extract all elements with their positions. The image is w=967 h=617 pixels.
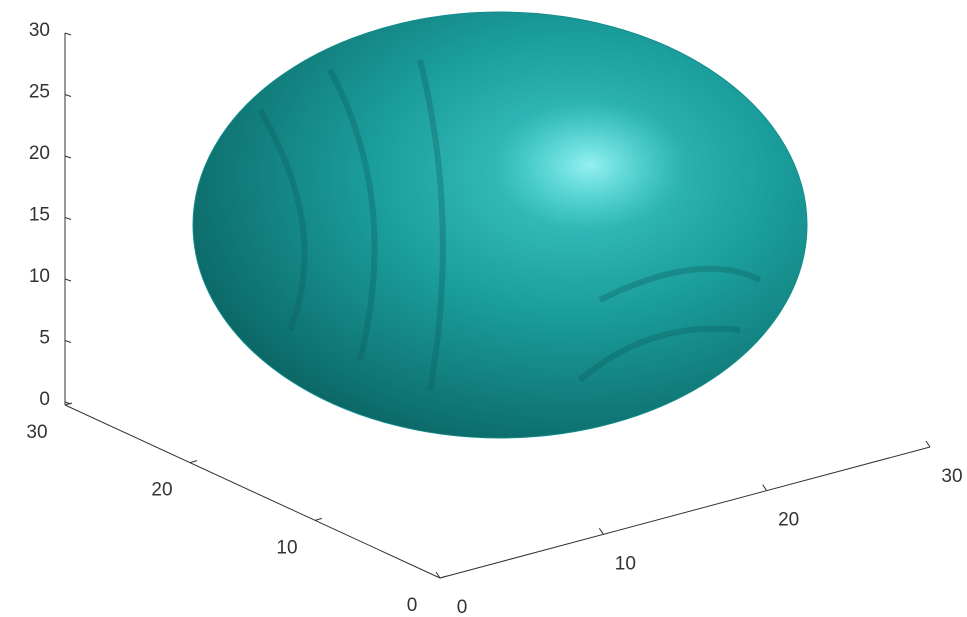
y-tick-label: 30 <box>26 422 47 443</box>
z-tick-label: 15 <box>29 205 50 226</box>
z-tick <box>64 217 72 220</box>
z-tick <box>64 32 72 36</box>
z-tick-label: 30 <box>29 20 50 41</box>
z-tick-label: 10 <box>29 266 50 287</box>
z-tick-label: 20 <box>29 143 50 164</box>
axes: 0 10 20 30 0 10 20 30 0 5 10 15 20 25 30 <box>26 20 962 617</box>
x-tick <box>598 528 604 535</box>
z-tick <box>64 155 72 159</box>
x-tick-label: 10 <box>615 553 636 574</box>
z-tick-label: 25 <box>29 82 50 103</box>
y-tick <box>439 575 448 579</box>
z-tick <box>64 94 72 97</box>
y-tick <box>189 460 198 464</box>
y-axis <box>64 404 441 579</box>
z-tick <box>64 340 72 343</box>
y-tick-label: 0 <box>407 595 418 616</box>
x-axis <box>439 446 931 579</box>
z-tick <box>64 401 72 405</box>
y-tick <box>314 517 323 521</box>
surface <box>192 11 808 439</box>
y-tick-label: 10 <box>276 537 297 558</box>
x-tick <box>435 571 441 579</box>
x-tick-label: 20 <box>778 510 799 531</box>
x-tick-label: 0 <box>457 597 468 617</box>
y-tick-label: 20 <box>151 480 172 501</box>
x-tick <box>762 484 768 491</box>
x-tick <box>925 440 931 448</box>
z-tick-label: 5 <box>39 328 50 349</box>
z-tick-label: 0 <box>39 389 50 410</box>
y-tick <box>64 402 73 406</box>
z-tick <box>64 278 72 282</box>
x-tick-label: 30 <box>941 466 962 487</box>
